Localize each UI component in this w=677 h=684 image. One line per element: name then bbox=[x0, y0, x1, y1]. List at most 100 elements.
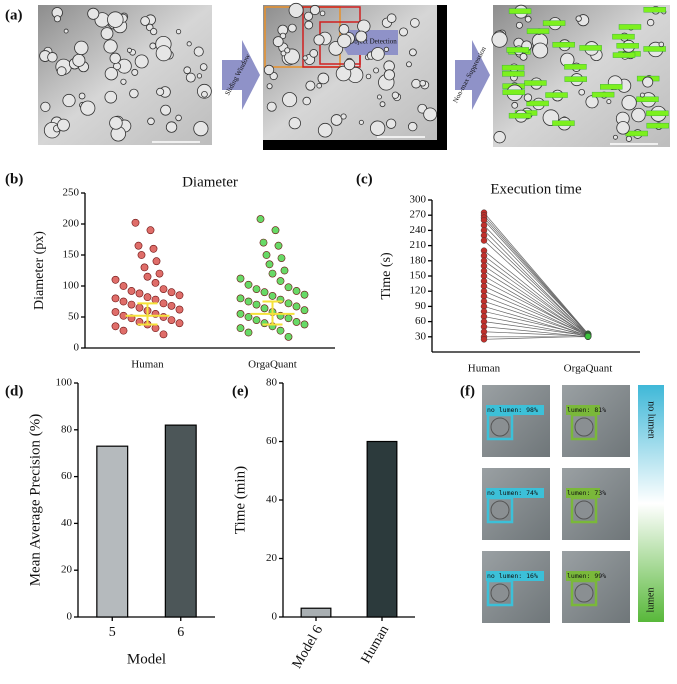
organoid bbox=[410, 18, 420, 28]
pair-line bbox=[483, 217, 589, 335]
y-tick-label: 210 bbox=[410, 239, 427, 251]
point bbox=[135, 289, 144, 298]
organoid bbox=[302, 96, 311, 106]
organoid bbox=[386, 118, 397, 129]
organoid bbox=[411, 78, 421, 89]
detection-box bbox=[501, 64, 525, 71]
detection-box bbox=[564, 64, 587, 70]
point bbox=[260, 288, 269, 297]
scale-label: no lumen bbox=[646, 401, 657, 439]
y-tick-label: 80 bbox=[61, 423, 73, 435]
organoid bbox=[330, 114, 343, 126]
label-bg bbox=[486, 488, 544, 498]
organoid bbox=[57, 118, 70, 132]
panel-label: (f) bbox=[460, 383, 475, 399]
organoid bbox=[193, 121, 209, 137]
organoid bbox=[107, 11, 124, 28]
organoid bbox=[129, 88, 139, 99]
point bbox=[143, 293, 152, 302]
organoid bbox=[317, 122, 333, 138]
y-tick-label: 100 bbox=[63, 280, 80, 292]
y-tick-label: 90 bbox=[415, 300, 427, 312]
point bbox=[268, 269, 277, 278]
y-tick-label: 60 bbox=[415, 315, 427, 327]
organoid bbox=[266, 101, 277, 112]
organoid bbox=[357, 19, 371, 33]
y-tick-label: 60 bbox=[266, 435, 278, 447]
point bbox=[236, 309, 245, 318]
organoid bbox=[642, 76, 654, 88]
point bbox=[271, 226, 280, 235]
y-axis-label: Time (s) bbox=[379, 252, 394, 300]
pair-line bbox=[483, 311, 589, 336]
detection-box bbox=[616, 43, 639, 49]
organoid bbox=[120, 78, 127, 85]
organoid bbox=[62, 93, 76, 108]
point bbox=[256, 215, 265, 223]
organoid bbox=[109, 116, 123, 130]
detection-box bbox=[636, 96, 659, 103]
organoid bbox=[625, 135, 633, 142]
pair-line bbox=[483, 265, 589, 337]
pair-line bbox=[483, 260, 589, 336]
organoid bbox=[193, 46, 204, 57]
organoid bbox=[100, 27, 114, 40]
y-tick-label: 80 bbox=[266, 377, 278, 389]
y-tick-label: 20 bbox=[61, 564, 73, 576]
x-tick-label: 5 bbox=[109, 625, 116, 640]
panel-label: (b) bbox=[5, 171, 23, 187]
y-tick-label: 120 bbox=[410, 285, 427, 297]
organoid bbox=[578, 88, 585, 96]
organoid bbox=[104, 67, 118, 81]
detection-box bbox=[600, 84, 623, 90]
organoid bbox=[63, 28, 69, 34]
organoid bbox=[263, 64, 275, 76]
point bbox=[277, 254, 286, 262]
organoid bbox=[147, 117, 155, 126]
y-tick-label: 240 bbox=[410, 224, 427, 236]
x-tick-label: Model 6 bbox=[290, 623, 327, 671]
detection-box bbox=[506, 47, 529, 53]
arrow bbox=[455, 40, 490, 110]
organoid bbox=[658, 41, 665, 48]
detection-box bbox=[542, 20, 566, 26]
organoid bbox=[175, 114, 182, 122]
point bbox=[276, 277, 285, 285]
organoid bbox=[407, 121, 418, 132]
detection-box bbox=[612, 33, 635, 40]
point bbox=[134, 241, 143, 250]
crop bbox=[482, 551, 550, 623]
crop bbox=[482, 385, 550, 457]
point bbox=[584, 333, 592, 340]
detection-box bbox=[508, 112, 532, 119]
point bbox=[284, 299, 293, 308]
detection-box bbox=[643, 46, 666, 52]
point bbox=[236, 294, 245, 303]
organoid bbox=[490, 583, 510, 603]
point bbox=[292, 318, 301, 326]
organoid bbox=[156, 87, 165, 96]
organoid bbox=[340, 113, 347, 120]
y-tick-label: 50 bbox=[68, 311, 80, 323]
organoid bbox=[376, 94, 382, 100]
point bbox=[244, 328, 253, 337]
point bbox=[152, 257, 161, 266]
bar bbox=[366, 440, 398, 618]
organoid bbox=[155, 45, 172, 62]
organoid bbox=[272, 36, 284, 47]
organoid bbox=[149, 42, 157, 50]
organoid bbox=[74, 40, 89, 56]
pair-line bbox=[483, 335, 589, 340]
organoid bbox=[519, 52, 528, 61]
pair-line bbox=[483, 212, 589, 334]
organoid bbox=[80, 100, 96, 116]
point bbox=[127, 300, 136, 309]
y-tick-label: 180 bbox=[410, 254, 427, 266]
chart-title: Diameter bbox=[182, 174, 238, 190]
pair-line bbox=[483, 321, 589, 337]
point bbox=[111, 294, 120, 303]
organoid bbox=[72, 53, 86, 67]
y-tick-label: 40 bbox=[61, 517, 73, 529]
organoid bbox=[621, 95, 637, 111]
point bbox=[252, 285, 261, 293]
